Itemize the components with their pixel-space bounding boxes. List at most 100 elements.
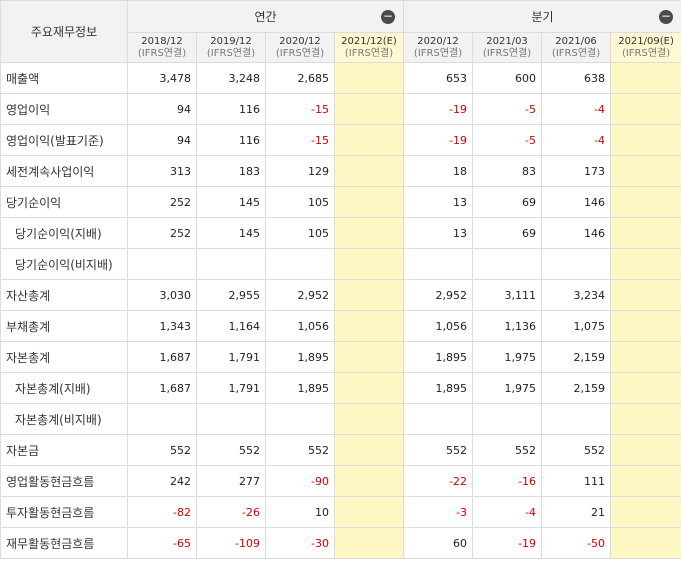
row-label: 재무활동현금흐름 [0, 527, 128, 559]
value-cell: 2,159 [541, 372, 612, 404]
value-cell: -109 [196, 527, 266, 559]
value-cell [333, 527, 405, 559]
value-cell: 105 [265, 217, 335, 249]
annual-group-header: 연간 − [126, 0, 405, 33]
value-cell: 1,343 [127, 310, 197, 342]
value-cell: 13 [403, 217, 474, 249]
value-cell [610, 465, 681, 497]
value-cell: 3,111 [472, 279, 543, 311]
value-cell [610, 372, 681, 404]
value-cell [541, 248, 612, 280]
value-cell: 653 [403, 62, 474, 94]
value-cell: 94 [127, 93, 197, 125]
value-cell: 3,234 [541, 279, 612, 311]
period-header: 2021/06 (IFRS연결) [541, 32, 612, 63]
value-cell: 252 [127, 217, 197, 249]
value-cell: 277 [196, 465, 266, 497]
table-row: 자본총계(지배) 1,687 1,791 1,895 1,895 1,975 2,159 [0, 372, 681, 404]
value-cell: 94 [127, 124, 197, 156]
value-cell: -65 [127, 527, 197, 559]
value-cell: 1,056 [403, 310, 474, 342]
table-row: 자본총계 1,687 1,791 1,895 1,895 1,975 2,159 [0, 341, 681, 373]
value-cell: -3 [403, 496, 474, 528]
value-cell: 1,687 [127, 341, 197, 373]
period-header-row: 2018/12 (IFRS연결) 2019/12 (IFRS연결) 2020/12 (IF… [1, 32, 681, 63]
value-cell: 552 [403, 434, 474, 466]
period-basis: (IFRS연결) [206, 47, 256, 59]
value-cell [333, 496, 405, 528]
period-label: 2020/12 [417, 35, 459, 47]
quarterly-group-label: 분기 [531, 10, 554, 24]
value-cell: 60 [403, 527, 474, 559]
row-label: 자본총계(지배) [0, 372, 128, 404]
value-cell [472, 403, 543, 435]
value-cell: -90 [265, 465, 335, 497]
value-cell: 145 [196, 217, 266, 249]
value-cell [127, 248, 197, 280]
value-cell [610, 186, 681, 218]
value-cell: -4 [541, 124, 612, 156]
value-cell: 3,248 [196, 62, 266, 94]
value-cell [333, 372, 405, 404]
value-cell [610, 124, 681, 156]
period-basis: (IFRS연결) [551, 47, 601, 59]
value-cell [610, 248, 681, 280]
value-cell: 1,895 [265, 341, 335, 373]
value-cell [541, 403, 612, 435]
value-cell: 552 [472, 434, 543, 466]
value-cell [610, 403, 681, 435]
value-cell: 146 [541, 217, 612, 249]
value-cell [610, 496, 681, 528]
annual-collapse-icon[interactable]: − [381, 9, 396, 24]
period-header: 2020/12 (IFRS연결) [403, 32, 474, 63]
period-header: 2018/12 (IFRS연결) [127, 32, 197, 63]
period-basis: (IFRS연결) [621, 47, 671, 59]
value-cell [333, 403, 405, 435]
value-cell [333, 124, 405, 156]
annual-group-label: 연간 [254, 10, 277, 24]
value-cell: 1,791 [196, 341, 266, 373]
value-cell: 1,895 [403, 341, 474, 373]
period-label: 2021/12(E) [341, 35, 397, 47]
quarterly-collapse-icon[interactable]: − [659, 9, 674, 24]
period-header: 2019/12 (IFRS연결) [196, 32, 266, 63]
period-header: 2021/09(E) (IFRS연결) [610, 32, 681, 63]
value-cell [610, 527, 681, 559]
row-label: 부채총계 [0, 310, 128, 342]
value-cell: 1,975 [472, 341, 543, 373]
row-label: 자본총계(비지배) [0, 403, 128, 435]
value-cell: 1,895 [265, 372, 335, 404]
value-cell [265, 248, 335, 280]
value-cell: -26 [196, 496, 266, 528]
value-cell: 313 [127, 155, 197, 187]
value-cell: 13 [403, 186, 474, 218]
value-cell: 69 [472, 217, 543, 249]
row-label: 영업이익(발표기준) [0, 124, 128, 156]
value-cell [333, 310, 405, 342]
value-cell [333, 434, 405, 466]
value-cell: 552 [127, 434, 197, 466]
period-label: 2020/12 [279, 35, 321, 47]
value-cell: 18 [403, 155, 474, 187]
value-cell: 638 [541, 62, 612, 94]
value-cell: 2,952 [403, 279, 474, 311]
period-basis: (IFRS연결) [275, 47, 325, 59]
value-cell [403, 248, 474, 280]
value-cell: -30 [265, 527, 335, 559]
value-cell [610, 341, 681, 373]
value-cell: 2,952 [265, 279, 335, 311]
value-cell: 10 [265, 496, 335, 528]
row-label: 투자활동현금흐름 [0, 496, 128, 528]
value-cell [333, 62, 405, 94]
value-cell: 2,159 [541, 341, 612, 373]
value-cell: 21 [541, 496, 612, 528]
value-cell: 1,975 [472, 372, 543, 404]
row-label: 매출액 [0, 62, 128, 94]
value-cell: 1,056 [265, 310, 335, 342]
table-row: 투자활동현금흐름 -82 -26 10 -3 -4 21 [0, 496, 681, 528]
value-cell [333, 217, 405, 249]
row-label: 자본금 [0, 434, 128, 466]
value-cell: 3,478 [127, 62, 197, 94]
value-cell [333, 465, 405, 497]
table-row: 자본금 552 552 552 552 552 552 [0, 434, 681, 466]
